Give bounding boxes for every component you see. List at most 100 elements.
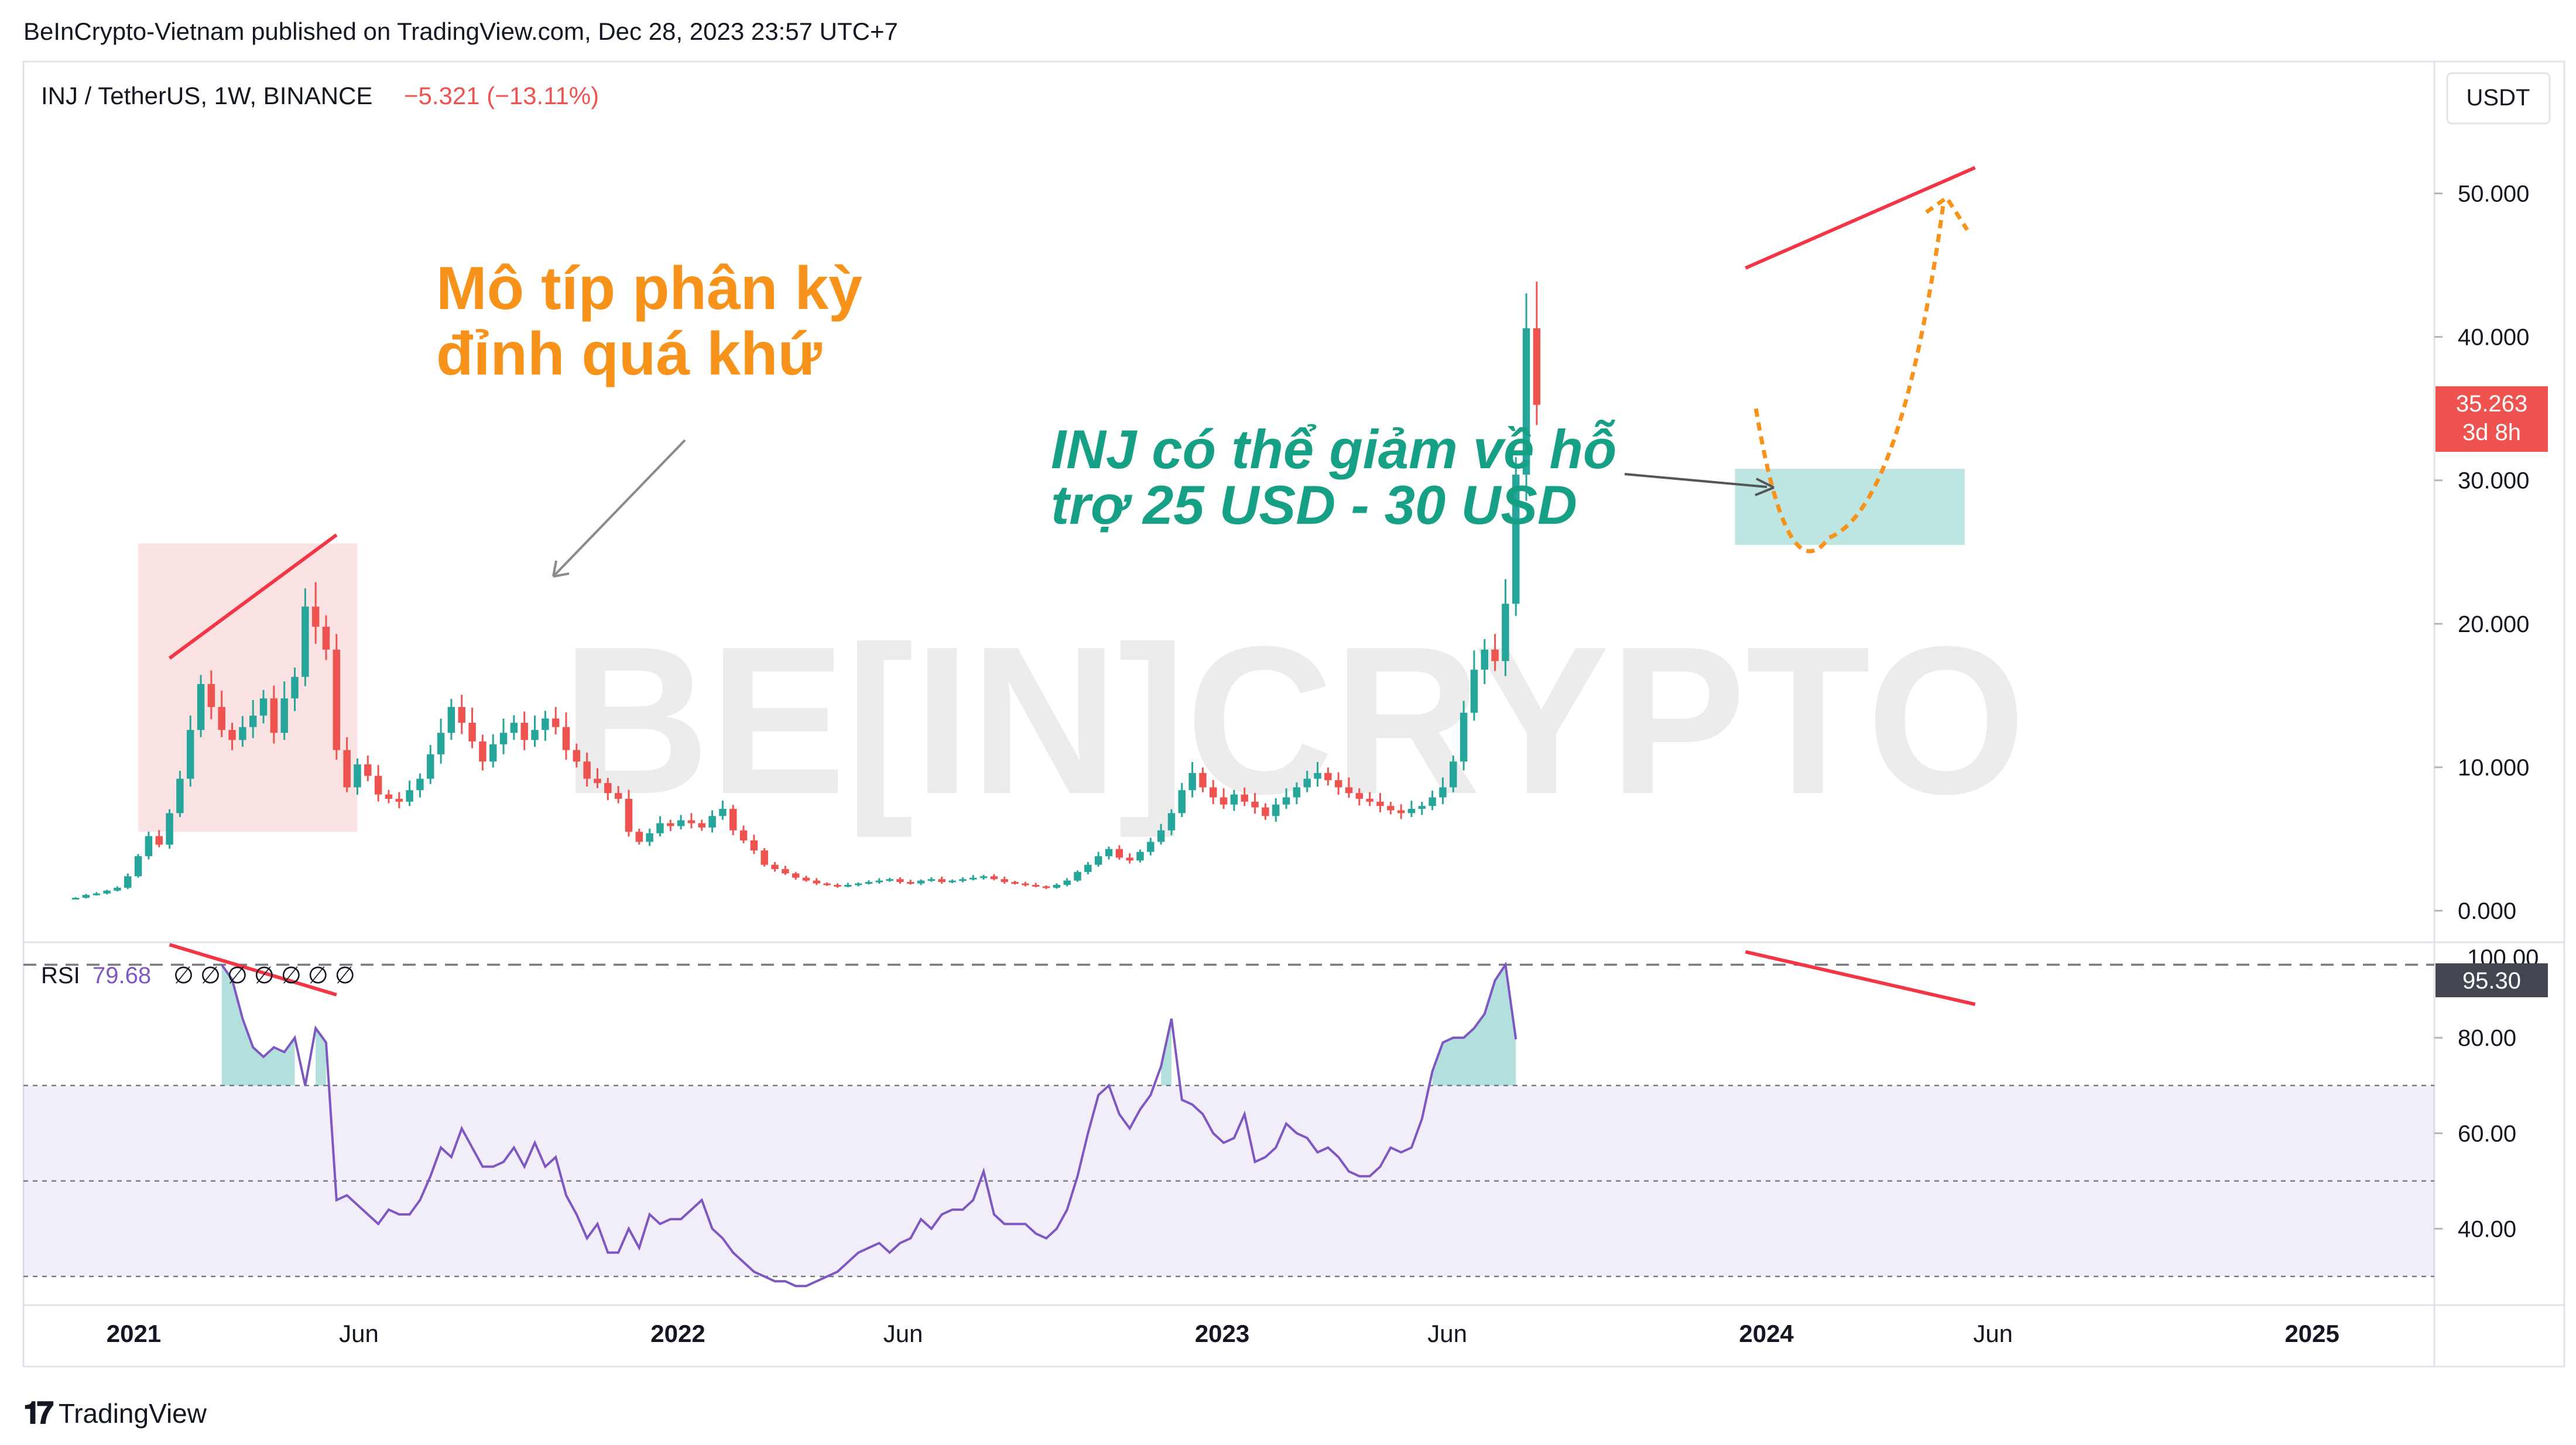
- watermark-logo: BE[IN]CRYPTO: [562, 603, 2026, 839]
- rsi-trendline: [169, 943, 337, 997]
- currency-button-label[interactable]: USDT: [2467, 85, 2530, 111]
- publisher-line: BeInCrypto-Vietnam published on TradingV…: [23, 18, 898, 45]
- currency-button[interactable]: [2446, 72, 2551, 125]
- candle-body: [594, 778, 601, 783]
- candle-body: [739, 830, 748, 840]
- candle-body: [1324, 773, 1332, 781]
- chart-frame: [22, 60, 2565, 1368]
- price-tick-label: 40.000: [2458, 325, 2529, 351]
- candle-body: [374, 775, 382, 795]
- tradingview-logo-icon: 𝟏𝟕: [23, 1395, 54, 1431]
- candle-body: [646, 833, 653, 842]
- tradingview-brand: TradingView: [58, 1398, 207, 1429]
- candle-body: [948, 880, 956, 883]
- candle-body: [970, 877, 977, 880]
- candle-body: [155, 836, 163, 845]
- candle-body: [844, 884, 852, 887]
- price-axis: 50.000 40.000 30.000 20.000 10.000 0.000: [2434, 181, 2529, 924]
- candle-body: [782, 869, 789, 874]
- candle-body: [1199, 773, 1207, 788]
- candle-body: [698, 823, 705, 828]
- candle-body: [311, 606, 320, 627]
- candle-body: [551, 718, 560, 727]
- candle-body: [604, 782, 612, 794]
- candle-body: [656, 823, 664, 833]
- candle-body: [1042, 886, 1050, 888]
- candle-body: [687, 820, 696, 823]
- candle-body: [71, 898, 80, 900]
- candle-body: [802, 877, 810, 881]
- rsi-legend-name[interactable]: RSI: [41, 963, 80, 988]
- candle-body: [1220, 797, 1228, 805]
- annotation-arrow-support: [1624, 473, 1767, 488]
- candle-body: [792, 873, 800, 878]
- candle-body: [875, 880, 883, 883]
- candle-body: [82, 895, 90, 898]
- rsi-band: [23, 963, 2434, 1278]
- candle-body: [145, 836, 153, 856]
- rsi-series-line: [221, 961, 1517, 1288]
- rsi-band-rect: [23, 1085, 2434, 1277]
- tradingview-logo[interactable]: 𝟏𝟕 TradingView: [23, 1396, 207, 1431]
- support-zone: [1735, 469, 1965, 545]
- candle-body: [1293, 787, 1301, 798]
- projection-arrowhead: [1925, 194, 1969, 231]
- candle-body: [729, 809, 737, 830]
- candle-body: [614, 793, 622, 799]
- candle-body: [708, 816, 716, 828]
- candle-body: [437, 733, 445, 754]
- rsi-tick-label: 40.00: [2458, 1216, 2516, 1242]
- candle-body: [166, 813, 173, 845]
- candle-body: [625, 798, 633, 832]
- candle-body: [364, 764, 372, 776]
- candle-body: [1418, 806, 1426, 809]
- candle-body: [280, 698, 288, 733]
- candle-body: [1188, 773, 1196, 791]
- candle-body: [458, 707, 465, 723]
- annotation-past-pattern-line2: đỉnh quá khứ: [436, 320, 823, 388]
- pattern-box-rect: [138, 543, 358, 832]
- candle-body: [416, 778, 424, 791]
- candle-body: [667, 823, 674, 826]
- symbol-legend[interactable]: INJ / TetherUS, 1W, BINANCE: [41, 82, 372, 109]
- candle-body: [124, 876, 132, 888]
- candle-body: [1157, 830, 1165, 842]
- candle-body: [854, 883, 862, 885]
- candle-body: [1460, 712, 1468, 762]
- candle-body: [1429, 797, 1436, 806]
- candle-body: [1481, 649, 1488, 670]
- time-tick-label: 2024: [1739, 1320, 1794, 1347]
- time-tick-label: 2022: [650, 1320, 705, 1347]
- candle-body: [197, 684, 205, 730]
- candle-body: [447, 707, 455, 733]
- candle-body: [1105, 849, 1113, 856]
- candle-body: [176, 778, 184, 814]
- time-tick-label: Jun: [1973, 1320, 2013, 1347]
- candle-body: [1063, 880, 1071, 885]
- candle-body: [959, 879, 967, 881]
- annotation-arrow-past-head: [552, 560, 570, 578]
- candle-body: [1512, 474, 1520, 604]
- candle-body: [207, 684, 215, 708]
- projection-curve: [1753, 200, 1946, 554]
- candle-body: [1407, 809, 1416, 814]
- annotation-past-pattern-line1: Mô típ phân kỳ: [436, 255, 862, 322]
- candle-body: [1376, 801, 1384, 806]
- candle-body: [1167, 813, 1176, 830]
- candle-body: [302, 606, 309, 677]
- last-price-value: 35.263: [2456, 391, 2527, 417]
- candle-body: [333, 649, 341, 750]
- rsi-overbought-fill: [221, 965, 1516, 1086]
- candle-body: [573, 750, 581, 762]
- candle-body: [1022, 883, 1029, 885]
- candle-body: [1303, 778, 1311, 788]
- candle-body: [583, 761, 591, 779]
- rsi-value-tag: [2435, 963, 2548, 997]
- last-price-tag: [2435, 386, 2548, 452]
- candle-body: [896, 879, 904, 883]
- candle-body: [218, 707, 225, 730]
- candle-body: [1241, 794, 1248, 802]
- candle-body: [259, 698, 268, 716]
- price-trendlines: [168, 166, 1976, 660]
